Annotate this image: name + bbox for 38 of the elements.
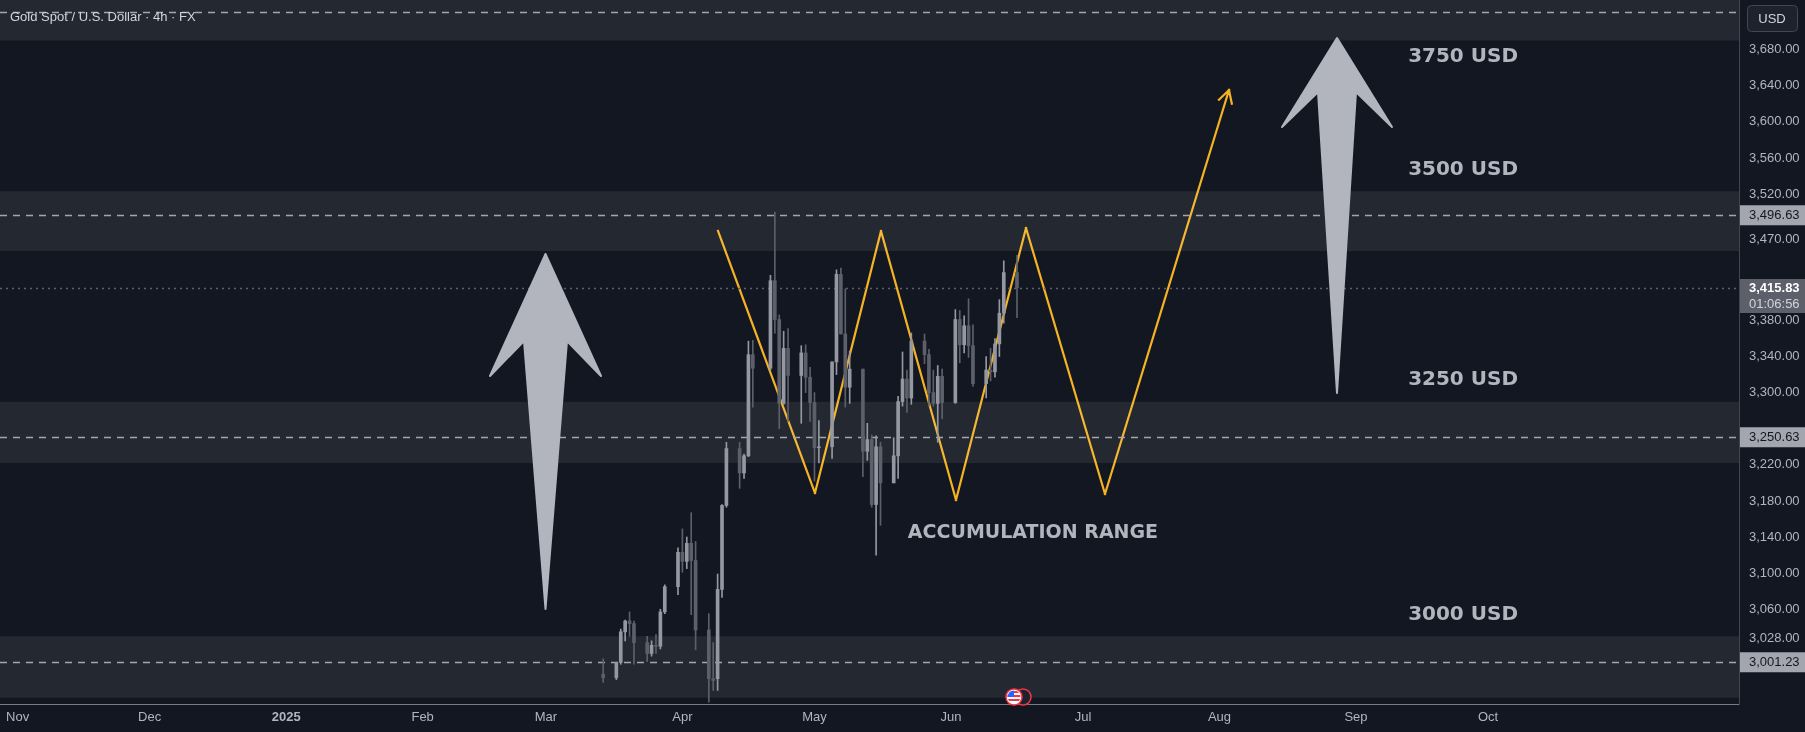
y-tick-label: 3,680.00: [1749, 41, 1800, 57]
x-tick-label: Apr: [672, 709, 694, 725]
x-tick-label: Oct: [1477, 709, 1499, 725]
y-tick-label: 3,560.00: [1749, 149, 1800, 165]
x-tick-label: Feb: [411, 709, 434, 725]
y-tick-label: 3,180.00: [1749, 492, 1800, 508]
y-tick-label: 3,600.00: [1749, 113, 1800, 129]
x-tick-label: Jun: [940, 709, 962, 725]
text: Gold Spot / U.S. Dollar · 4h · FX: [10, 8, 196, 24]
x-tick-label: Aug: [1207, 709, 1232, 725]
x-tick-label: Jul: [1074, 709, 1092, 725]
y-axis-title: USD: [1758, 10, 1786, 26]
x-tick-label: Sep: [1344, 709, 1368, 725]
y-tick-label: 3,100.00: [1749, 564, 1800, 580]
y-tick-label: 3,220.00: [1749, 456, 1800, 472]
y-tick-label: 3,340.00: [1749, 348, 1800, 364]
x-tick-label: 2025: [271, 709, 301, 725]
x-tick-label: Mar: [534, 709, 558, 725]
y-tick-label: 3,470.00: [1749, 230, 1800, 246]
band-label: 3250 USD: [1408, 365, 1518, 390]
y-tick-label: 3,060.00: [1749, 600, 1800, 616]
y-tick-label: 3,300.00: [1749, 384, 1800, 400]
ref-line-label: 3,415.83 01:06:56: [1749, 279, 1800, 311]
y-tick-label: 3,520.00: [1749, 185, 1800, 201]
x-tick-label: Dec: [138, 709, 162, 725]
y-tick-label: 3,380.00: [1749, 311, 1800, 327]
ref-line-label: 3,250.63: [1749, 428, 1800, 444]
y-tick-label: 3,028.00: [1749, 629, 1800, 645]
ref-line-label: 3,496.63: [1749, 206, 1800, 222]
x-tick-label: May: [802, 709, 828, 725]
band-label: 3500 USD: [1408, 155, 1518, 180]
x-tick-label: Nov: [6, 709, 30, 725]
band-label: 3750 USD: [1408, 42, 1518, 67]
ref-line-label: 3,001.23: [1749, 653, 1800, 669]
y-tick-label: 3,640.00: [1749, 77, 1800, 93]
band-label: 3000 USD: [1408, 600, 1518, 625]
y-tick-label: 3,140.00: [1749, 528, 1800, 544]
annotation: ACCUMULATION RANGE: [907, 519, 1159, 542]
